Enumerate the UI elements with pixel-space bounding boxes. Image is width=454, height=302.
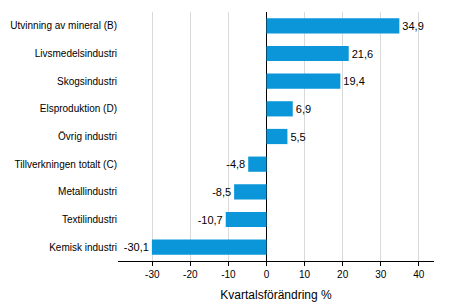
svg-text:Kemisk industri: Kemisk industri [49, 242, 117, 253]
svg-text:5,5: 5,5 [290, 131, 305, 143]
svg-text:Textilindustri: Textilindustri [62, 214, 117, 225]
svg-text:Skogsindustri: Skogsindustri [57, 76, 117, 87]
svg-text:6,9: 6,9 [296, 103, 311, 115]
svg-text:-10,7: -10,7 [198, 214, 223, 226]
svg-text:10: 10 [299, 269, 311, 280]
svg-text:-20: -20 [183, 269, 198, 280]
svg-text:34,9: 34,9 [402, 20, 423, 32]
svg-text:Elsproduktion (D): Elsproduktion (D) [40, 103, 117, 114]
svg-text:20: 20 [337, 269, 349, 280]
svg-text:19,4: 19,4 [343, 75, 364, 87]
svg-text:Livsmedelsindustri: Livsmedelsindustri [35, 48, 117, 59]
svg-text:Tillverkningen totalt (C): Tillverkningen totalt (C) [15, 159, 117, 170]
svg-text:-10: -10 [221, 269, 236, 280]
svg-text:-30: -30 [145, 269, 160, 280]
svg-text:Metallindustri: Metallindustri [58, 186, 117, 197]
svg-text:-4,8: -4,8 [226, 158, 245, 170]
svg-text:Utvinning av mineral (B): Utvinning av mineral (B) [10, 20, 117, 31]
svg-text:-30,1: -30,1 [124, 241, 149, 253]
svg-text:-8,5: -8,5 [212, 186, 231, 198]
svg-text:0: 0 [264, 269, 270, 280]
svg-text:40: 40 [413, 269, 425, 280]
svg-text:Kvartalsförändring %: Kvartalsförändring % [220, 288, 332, 302]
svg-text:30: 30 [375, 269, 387, 280]
svg-text:21,6: 21,6 [352, 48, 373, 60]
svg-text:Övrig industri: Övrig industri [58, 131, 117, 142]
